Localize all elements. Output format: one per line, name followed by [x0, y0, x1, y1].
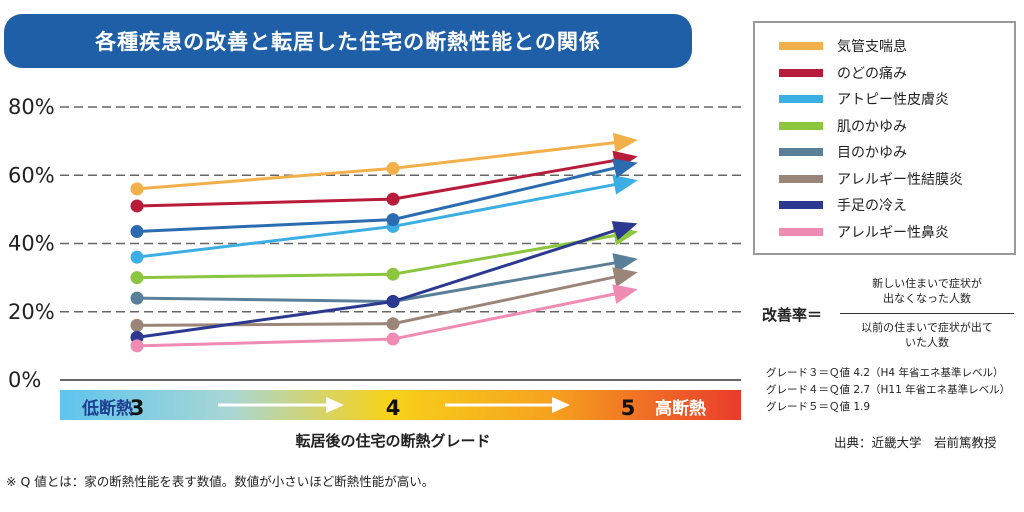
series-line: [130, 253, 638, 309]
series-line: [130, 132, 638, 196]
legend-swatch: [779, 201, 823, 210]
y-tick-label: 20%: [8, 300, 55, 324]
data-point: [130, 250, 144, 264]
legend-label: 目のかゆみ: [837, 145, 907, 162]
data-point: [386, 192, 400, 206]
y-tick-label: 0%: [8, 368, 41, 392]
formula-denominator-line1: 以前の住まいで症状が出て: [861, 321, 993, 334]
data-point: [130, 271, 144, 285]
formula-numerator: 新しい住まいで症状が 出なくなった人数: [852, 276, 1002, 306]
chart-title: 各種疾患の改善と転居した住宅の断熱性能との関係: [4, 14, 692, 68]
legend-item: 目のかゆみ: [779, 139, 1014, 166]
series-path: [136, 259, 629, 304]
formula-denominator: 以前の住まいで症状が出て いた人数: [852, 320, 1002, 350]
legend-item: アトピー性皮膚炎: [779, 86, 1014, 113]
data-point: [386, 332, 400, 346]
x-tick-label: 4: [386, 396, 401, 420]
data-point: [130, 339, 144, 353]
data-point: [130, 291, 144, 305]
legend-swatch: [779, 95, 823, 104]
arrowhead: [612, 253, 638, 273]
grade-5-definition: グレード５＝Ｑ値 1.9: [766, 401, 871, 413]
y-tick-label: 40%: [8, 232, 55, 256]
grade-definitions: グレード３＝Ｑ値 4.2（H4 年省エネ基準レベル） グレード４＝Ｑ値 2.7（…: [766, 365, 1010, 416]
legend-swatch: [779, 68, 823, 77]
low-insulation-label: 低断熱: [81, 398, 133, 419]
improvement-rate-formula: 改善率＝ 新しい住まいで症状が 出なくなった人数 以前の住まいで症状が出て いた…: [760, 272, 1020, 356]
legend-item: 肌のかゆみ: [779, 113, 1014, 140]
fraction-line: [840, 313, 1014, 314]
formula-label: 改善率＝: [762, 306, 823, 324]
legend-label: アトピー性皮膚炎: [837, 92, 949, 109]
data-point: [130, 199, 144, 213]
arrowhead: [612, 267, 638, 287]
legend-label: 手足の冷え: [837, 198, 907, 215]
legend-swatch: [779, 174, 823, 183]
grade-4-definition: グレード４＝Ｑ値 2.7（H11 年省エネ基準レベル）: [766, 384, 1011, 396]
arrowhead: [611, 221, 638, 241]
source-citation: 出典：近畿大学 岩前篤教授: [834, 435, 997, 450]
series-line: [130, 221, 638, 344]
legend-label: 気管支喘息: [837, 39, 907, 56]
legend-item: 気管支喘息: [779, 33, 1014, 60]
legend-swatch: [779, 42, 823, 51]
legend-item: アレルギー性結膜炎: [779, 166, 1014, 193]
y-tick-label: 60%: [8, 163, 55, 187]
grade-3-definition: グレード３＝Ｑ値 4.2（H4 年省エネ基準レベル）: [766, 367, 1004, 379]
formula-denominator-line2: いた人数: [905, 336, 949, 349]
legend-label: 肌のかゆみ: [837, 118, 907, 135]
formula-numerator-line2: 出なくなった人数: [883, 292, 971, 305]
grade-arrow-1: [218, 397, 344, 413]
x-axis-label: 転居後の住宅の断熱グレード: [295, 432, 490, 450]
chart-legend: 気管支喘息のどの痛みアトピー性皮膚炎 肌のかゆみ目のかゆみアレルギー性結膜炎 手足の…: [753, 21, 1016, 255]
formula-numerator-line1: 新しい住まいで症状が: [872, 277, 982, 290]
data-point: [386, 295, 400, 309]
high-insulation-label: 高断熱: [655, 398, 706, 419]
data-point: [386, 267, 400, 281]
x-tick-label: 5: [621, 396, 636, 420]
data-point: [130, 182, 144, 196]
x-tick-label: 3: [130, 396, 145, 420]
legend-swatch: [779, 227, 823, 236]
legend-item: 手足の冷え: [779, 192, 1014, 219]
arrowhead: [612, 132, 638, 153]
legend-label: アレルギー性結膜炎: [837, 171, 963, 188]
arrowhead: [612, 174, 638, 195]
series-line: [130, 174, 638, 264]
data-point: [386, 213, 400, 227]
y-tick-label: 80%: [8, 95, 55, 119]
series-line: [130, 225, 638, 285]
legend-label: のどの痛み: [837, 65, 907, 82]
series-path: [136, 231, 629, 280]
data-point: [386, 161, 400, 175]
legend-item: のどの痛み: [779, 60, 1014, 87]
q-value-footnote: ※ Q 値とは：家の断熱性能を表す数値。数値が小さいほど断熱性能が高い。: [6, 474, 435, 489]
line-chart: 0% 20% 40% 60% 80% 低断熱 高断熱 3 4 5 転居後の住宅の断熱グレード: [8, 95, 741, 450]
data-point: [386, 317, 400, 331]
series-line: [130, 158, 638, 239]
arrowhead: [612, 158, 638, 178]
data-point: [130, 225, 144, 239]
grade-arrow-2: [445, 397, 570, 413]
data-point: [130, 318, 144, 332]
series-line: [130, 284, 638, 353]
legend-label: アレルギー性鼻炎: [837, 224, 949, 241]
arrowhead: [612, 284, 638, 304]
legend-swatch: [779, 148, 823, 157]
grade-gradient-bar: [60, 390, 741, 420]
legend-item: アレルギー性鼻炎: [779, 219, 1014, 246]
legend-swatch: [779, 121, 823, 130]
